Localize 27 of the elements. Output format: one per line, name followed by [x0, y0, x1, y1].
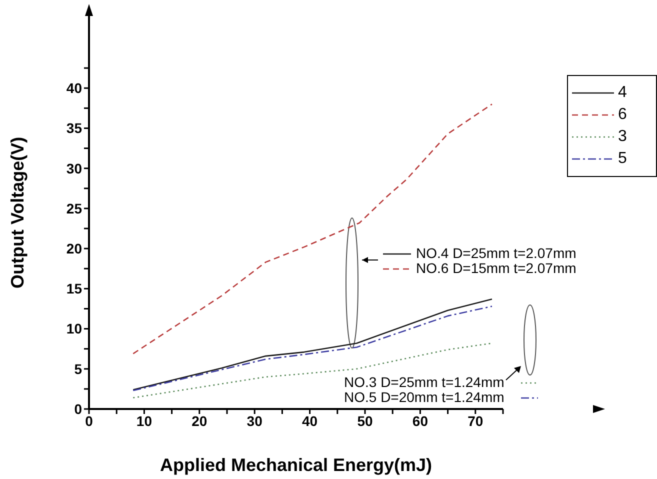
- x-axis-title: Applied Mechanical Energy(mJ): [160, 455, 432, 475]
- x-tick-label: 0: [85, 412, 94, 429]
- annotation: NO.4 D=25mm t=2.07mm: [416, 245, 576, 261]
- y-tick-label: 30: [66, 160, 82, 176]
- annotation: NO.3 D=25mm t=1.24mm: [344, 374, 504, 390]
- x-tick-label: 10: [136, 412, 152, 429]
- y-tick-label: 20: [66, 240, 82, 257]
- legend-label: 4: [618, 84, 627, 102]
- legend-label: 5: [618, 150, 627, 168]
- y-tick-label: 40: [66, 80, 82, 96]
- y-tick-label: 0: [74, 400, 82, 417]
- y-tick-label: 25: [66, 200, 82, 216]
- legend-label: 3: [618, 128, 627, 146]
- y-tick-label: 10: [66, 320, 82, 337]
- x-tick-label: 20: [192, 412, 208, 429]
- annotation: NO.6 D=15mm t=2.07mm: [416, 260, 576, 276]
- y-tick-label: 35: [66, 120, 82, 136]
- legend-label: 6: [618, 106, 627, 124]
- annotation: NO.5 D=20mm t=1.24mm: [344, 389, 504, 405]
- x-tick-label: 60: [412, 412, 428, 429]
- y-tick-label: 5: [74, 360, 82, 377]
- y-axis-title: Output Voltage(V): [7, 136, 28, 288]
- x-tick-label: 40: [302, 412, 318, 429]
- y-tick-label: 15: [66, 280, 82, 297]
- x-tick-label: 70: [468, 412, 484, 429]
- x-tick-label: 30: [246, 412, 263, 429]
- x-tick-label: 50: [357, 412, 373, 429]
